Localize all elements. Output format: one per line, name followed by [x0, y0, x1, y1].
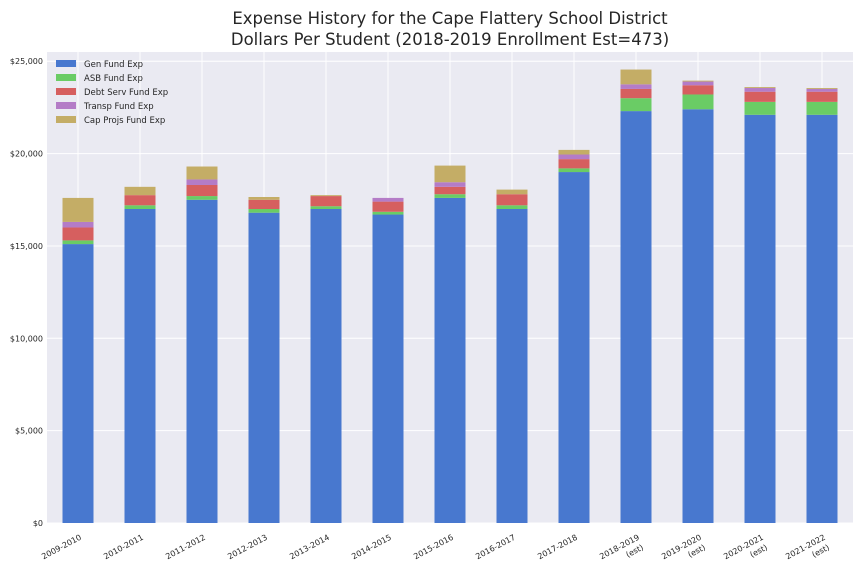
bar-segment: [186, 196, 218, 200]
bar-segment: [744, 87, 776, 89]
bar-segment: [434, 197, 466, 523]
legend-label: Debt Serv Fund Exp: [84, 88, 168, 98]
bar-segment: [186, 166, 218, 180]
y-tick-label: $5,000: [15, 427, 43, 436]
bar-segment: [248, 199, 280, 209]
x-tick-label: 2009-2010: [40, 533, 83, 561]
x-tick-label: 2011-2012: [164, 533, 207, 561]
bar-segment: [682, 81, 714, 86]
bar-segment: [806, 101, 838, 115]
bar-segment: [62, 227, 94, 241]
x-tick-label: 2012-2013: [226, 533, 269, 561]
bar-segment: [806, 88, 838, 92]
legend: Gen Fund Exp ASB Fund Exp Debt Serv Fund E…: [56, 60, 168, 126]
x-tick-label: 2014-2015: [350, 533, 393, 561]
legend-label: Gen Fund Exp: [84, 60, 143, 70]
bar-segment: [744, 88, 776, 92]
x-tick-label: 2016-2017: [474, 533, 517, 561]
bar-segment: [682, 80, 714, 82]
bar-segment: [186, 199, 218, 523]
bar-segment: [744, 91, 776, 102]
x-tick-label: 2015-2016: [412, 533, 455, 561]
bar-segment: [558, 159, 590, 169]
bar-segment: [248, 196, 280, 200]
bar-segment: [372, 214, 404, 523]
bar-segment: [434, 194, 466, 198]
chart-subtitle: Dollars Per Student (2018-2019 Enrollmen…: [231, 30, 669, 49]
legend-label: Transp Fund Exp: [83, 102, 154, 112]
bar-segment: [806, 88, 838, 89]
bar-segment: [62, 221, 94, 228]
bar-segment: [620, 111, 652, 523]
bar-segment: [620, 84, 652, 89]
bar-segment: [124, 205, 156, 209]
bar-segment: [682, 94, 714, 110]
bar-segment: [558, 172, 590, 523]
legend-swatch: [56, 74, 76, 81]
y-axis-ticks: $0 $5,000 $10,000 $15,000 $20,000 $25,000: [10, 57, 43, 528]
legend-swatch: [56, 88, 76, 95]
bar-segment: [186, 179, 218, 185]
bar-segment: [124, 195, 156, 206]
bar-segment: [434, 182, 466, 187]
bar-segment: [62, 240, 94, 245]
bar-segment: [496, 205, 528, 209]
bar-segment: [806, 91, 838, 102]
legend-swatch: [56, 102, 76, 109]
bar-segment: [310, 209, 342, 523]
bar-segment: [496, 209, 528, 523]
bar-segment: [682, 85, 714, 95]
bar-segment: [806, 114, 838, 524]
bar-segment: [62, 197, 94, 222]
bar-segment: [62, 244, 94, 523]
legend-label: ASB Fund Exp: [84, 74, 143, 84]
x-tick-label: 2010-2011: [102, 533, 145, 561]
x-axis-ticks: 2009-2010 2010-2011 2011-2012 2012-2013 2013…: [40, 533, 831, 561]
chart-title: Expense History for the Cape Flattery Sc…: [232, 9, 668, 28]
bar-segment: [124, 186, 156, 196]
y-tick-label: $20,000: [10, 150, 43, 159]
x-tick-label: 2013-2014: [288, 533, 331, 561]
bar-segment: [558, 154, 590, 160]
bar-segment: [310, 196, 342, 207]
legend-swatch: [56, 60, 76, 67]
bar-segment: [496, 189, 528, 195]
bar-segment: [310, 195, 342, 197]
bar-segment: [372, 197, 404, 202]
bar-segment: [620, 69, 652, 85]
y-tick-label: $25,000: [10, 57, 43, 66]
bar-segment: [434, 186, 466, 195]
y-tick-label: $0: [33, 519, 43, 528]
bars: [62, 69, 838, 524]
bar-segment: [310, 206, 342, 209]
bar-segment: [558, 168, 590, 173]
bar-segment: [682, 109, 714, 524]
y-tick-label: $10,000: [10, 334, 43, 343]
legend-swatch: [56, 116, 76, 123]
bar-segment: [434, 165, 466, 183]
x-tick-label: 2017-2018: [536, 533, 579, 561]
bar-segment: [124, 209, 156, 523]
bar-segment: [248, 212, 280, 523]
bar-segment: [186, 184, 218, 197]
bar-segment: [620, 98, 652, 112]
bar-segment: [372, 201, 404, 212]
bar-segment: [744, 114, 776, 524]
bar-segment: [248, 209, 280, 213]
y-tick-label: $15,000: [10, 242, 43, 251]
bar-segment: [744, 101, 776, 115]
legend-label: Cap Projs Fund Exp: [84, 116, 165, 126]
bar-segment: [558, 149, 590, 155]
bar-segment: [620, 88, 652, 99]
bar-segment: [372, 211, 404, 215]
bar-segment: [496, 194, 528, 206]
